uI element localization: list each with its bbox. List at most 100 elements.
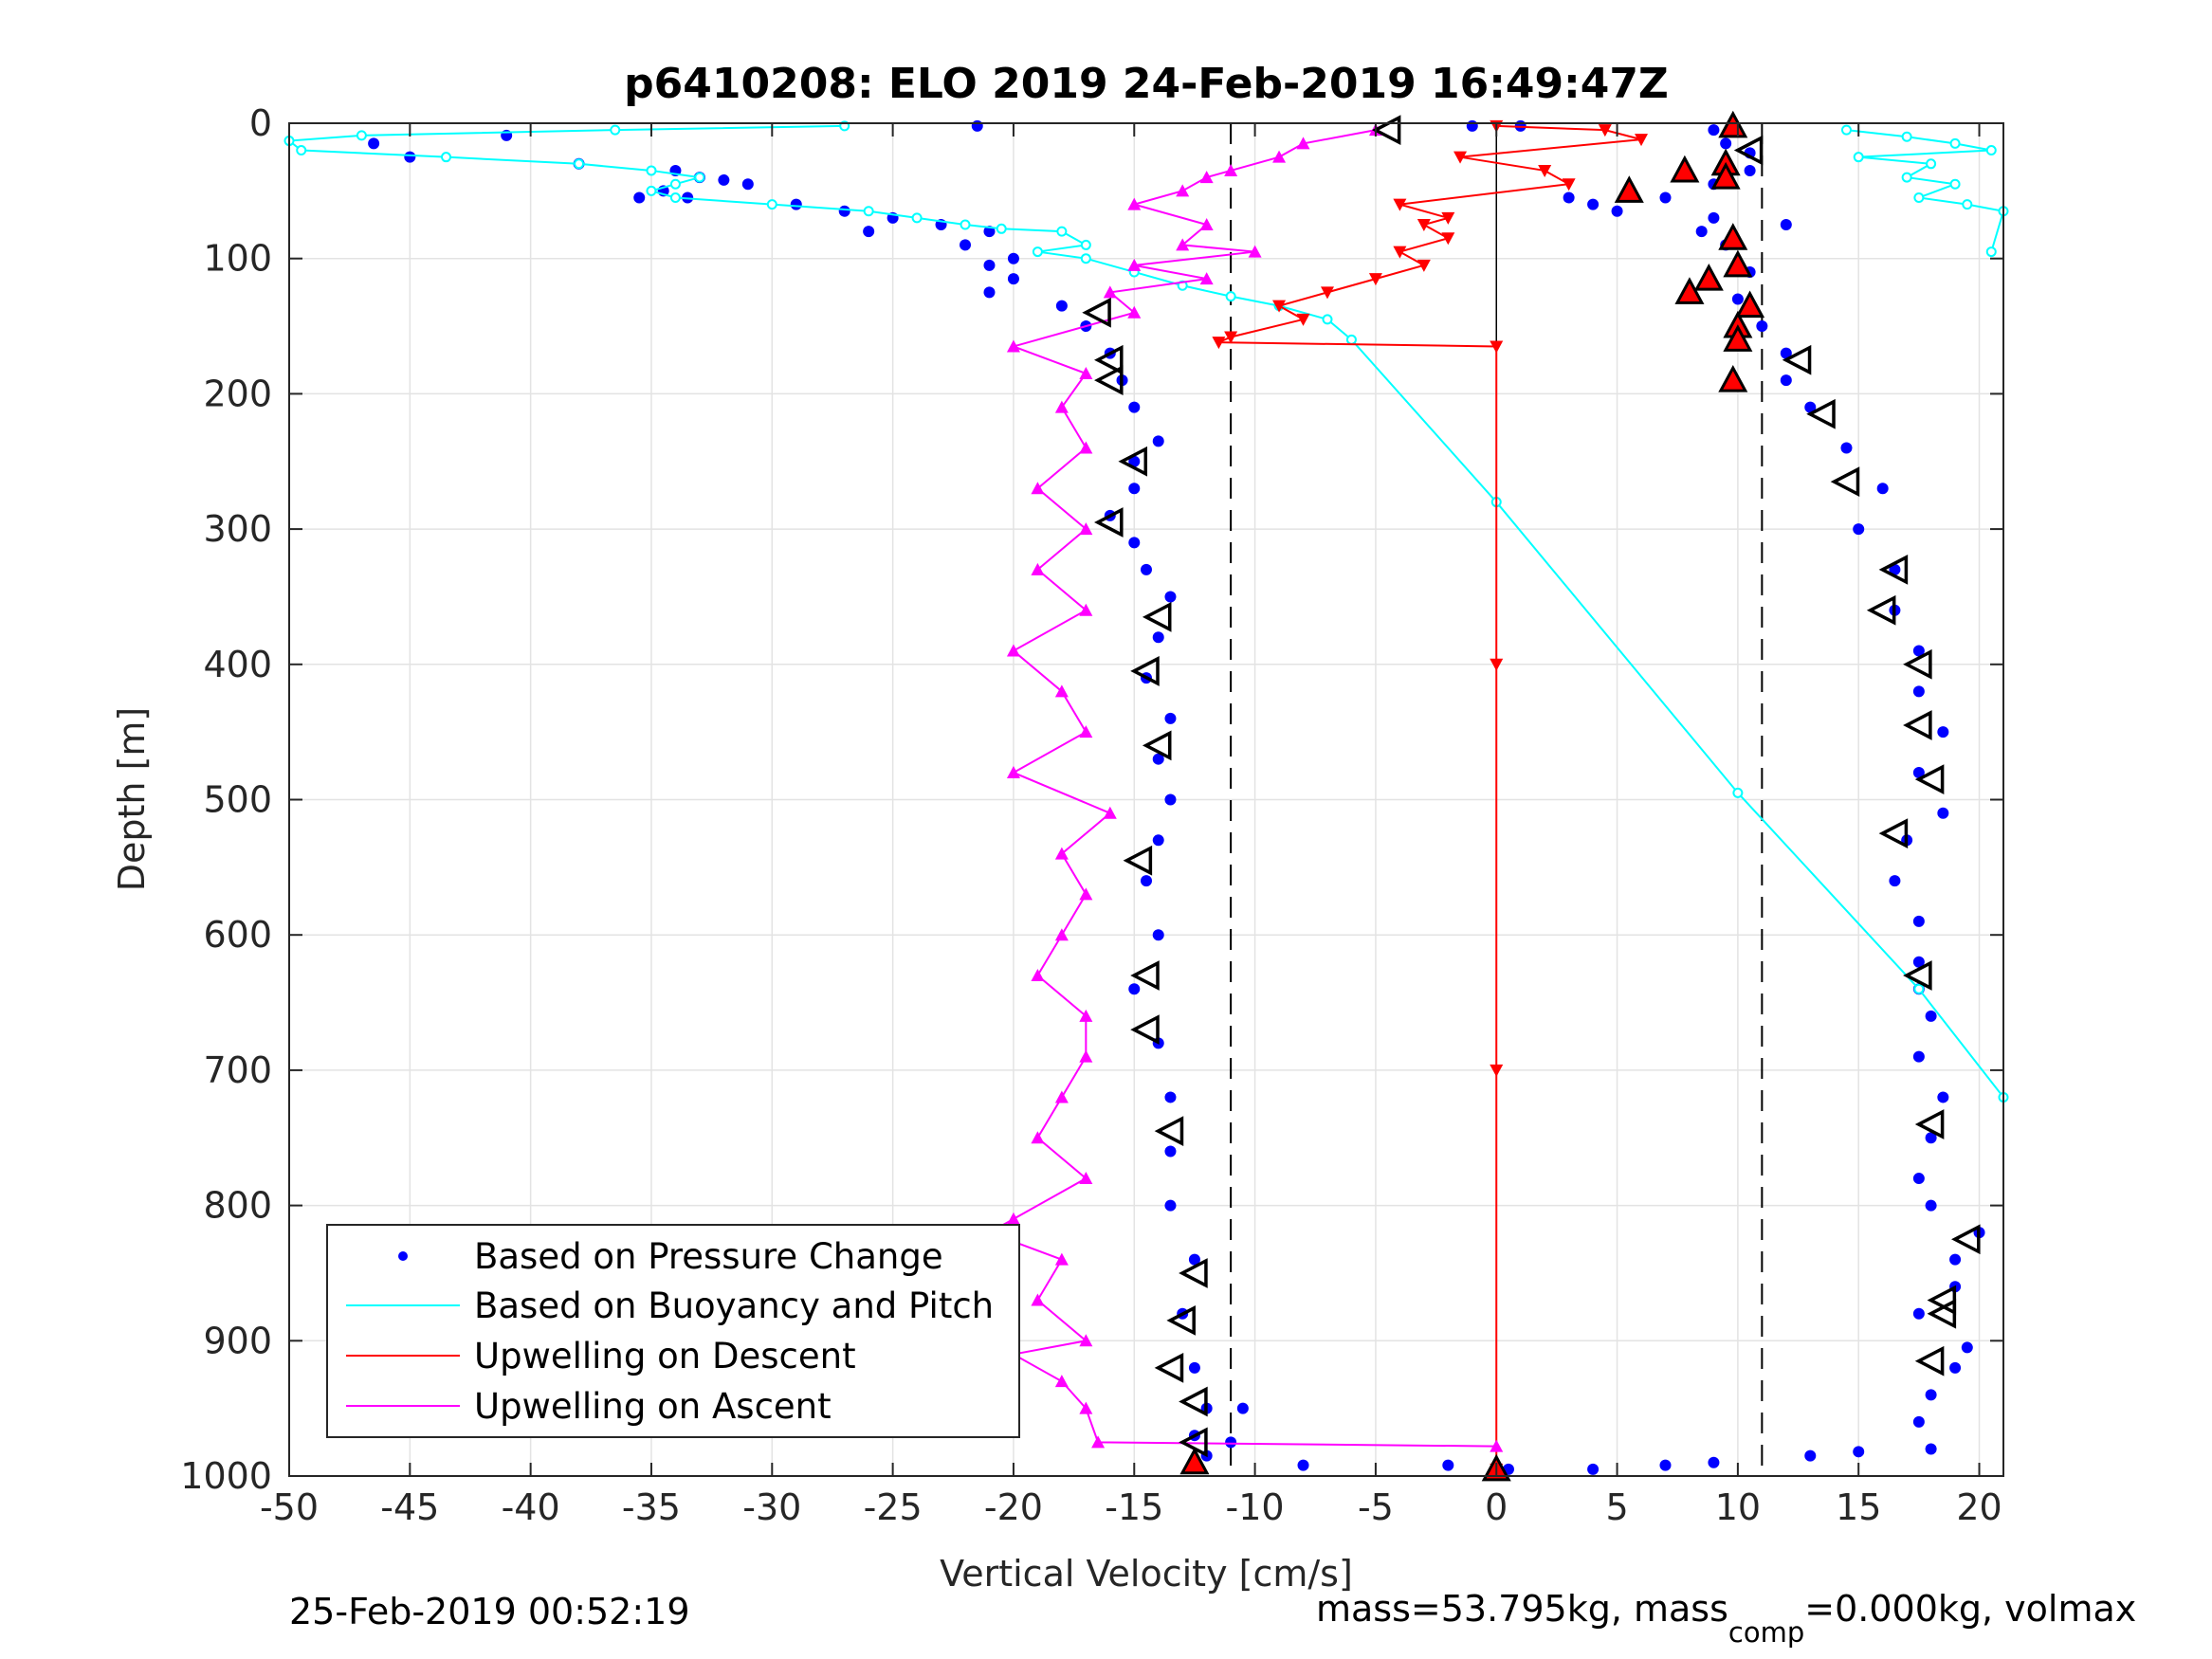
pressure-velocity-point bbox=[1188, 1361, 1200, 1374]
ascent-marker-triangle bbox=[1903, 960, 1932, 991]
pressure-velocity-point bbox=[1925, 1443, 1937, 1455]
ascent-upwelling-point bbox=[1103, 285, 1117, 299]
descent-upwelling-point bbox=[1538, 164, 1552, 177]
ascent-upwelling-point bbox=[1248, 245, 1262, 258]
pressure-velocity-point bbox=[1804, 401, 1817, 413]
buoyancy-velocity-point bbox=[911, 212, 923, 224]
descent-marker-triangle bbox=[1723, 324, 1753, 352]
ascent-marker-triangle bbox=[1903, 710, 1932, 740]
ascent-marker-triangle bbox=[1154, 1352, 1184, 1383]
pressure-velocity-point bbox=[1466, 119, 1478, 132]
pressure-velocity-point bbox=[1128, 483, 1141, 495]
buoyancy-velocity-point bbox=[356, 130, 367, 141]
ascent-upwelling-point bbox=[1176, 238, 1190, 251]
ascent-marker-triangle bbox=[1179, 1386, 1208, 1417]
buoyancy-velocity-point bbox=[1949, 178, 1961, 190]
pressure-velocity-point bbox=[1853, 523, 1865, 536]
buoyancy-velocity-point bbox=[574, 158, 585, 170]
ascent-marker-triangle bbox=[1142, 601, 1172, 632]
pressure-velocity-point bbox=[838, 205, 850, 217]
ascent-upwelling-point bbox=[1054, 847, 1069, 860]
ascent-upwelling-point bbox=[1054, 1375, 1069, 1388]
legend-label-ascent: Upwelling on Ascent bbox=[474, 1386, 832, 1427]
buoyancy-velocity-point bbox=[1080, 239, 1091, 250]
footer-mass-label: mass=53.795kg, mass bbox=[1316, 1588, 1728, 1630]
descent-marker-triangle bbox=[1718, 223, 1748, 250]
pressure-velocity-point bbox=[1756, 320, 1768, 333]
descent-upwelling-point bbox=[1453, 151, 1468, 164]
pressure-velocity-point bbox=[1587, 198, 1600, 210]
pressure-velocity-point bbox=[1780, 347, 1792, 359]
y-tick-label: 200 bbox=[203, 373, 272, 414]
buoyancy-velocity-point bbox=[1840, 124, 1852, 136]
pressure-velocity-point bbox=[404, 151, 416, 163]
ascent-upwelling-point bbox=[1103, 806, 1117, 819]
descent-upwelling-point bbox=[1320, 286, 1334, 300]
pressure-velocity-point bbox=[1297, 1459, 1309, 1471]
buoyancy-velocity-point bbox=[646, 165, 657, 176]
ascent-marker-triangle bbox=[1951, 1224, 1981, 1255]
pressure-velocity-point bbox=[1128, 537, 1141, 549]
pressure-velocity-point bbox=[1961, 1341, 1973, 1354]
pressure-velocity-point bbox=[1164, 591, 1177, 603]
ascent-upwelling-point bbox=[1031, 562, 1045, 575]
pressure-velocity-point bbox=[1853, 1446, 1865, 1458]
ascent-upwelling-point bbox=[1296, 137, 1310, 150]
x-tick-label: -15 bbox=[1105, 1486, 1163, 1528]
buoyancy-velocity-point bbox=[863, 206, 874, 217]
pressure-velocity-point bbox=[1912, 766, 1925, 778]
pressure-velocity-point bbox=[1152, 753, 1164, 765]
buoyancy-velocity-point bbox=[1056, 226, 1068, 237]
pressure-velocity-point bbox=[971, 119, 983, 132]
ascent-marker-triangle bbox=[1130, 1014, 1160, 1045]
descent-marker-triangle bbox=[1718, 364, 1748, 392]
pressure-velocity-point bbox=[1164, 793, 1177, 806]
pressure-velocity-point bbox=[1840, 442, 1853, 454]
pressure-velocity-point bbox=[1912, 1415, 1925, 1428]
y-tick-label: 300 bbox=[203, 508, 272, 550]
ascent-marker-triangle bbox=[1806, 398, 1836, 429]
pressure-velocity-point bbox=[1912, 645, 1925, 657]
pressure-velocity-point bbox=[1744, 164, 1756, 176]
y-tick-label: 0 bbox=[249, 102, 272, 144]
ascent-upwelling-point bbox=[1079, 1009, 1093, 1022]
buoyancy-velocity-point bbox=[1853, 152, 1864, 163]
pressure-velocity-point bbox=[1188, 1253, 1200, 1266]
pressure-velocity-point bbox=[1925, 1132, 1937, 1144]
pressure-velocity-point bbox=[1876, 483, 1889, 495]
descent-upwelling-point bbox=[1417, 259, 1431, 272]
series-group bbox=[1466, 119, 1985, 1455]
x-tick-label: 0 bbox=[1485, 1486, 1508, 1528]
descent-upwelling-point bbox=[1441, 232, 1455, 246]
descent-marker-triangle bbox=[1614, 175, 1644, 203]
pressure-velocity-point bbox=[1128, 455, 1141, 467]
pressure-velocity-point bbox=[1912, 1050, 1925, 1063]
descent-upwelling-point bbox=[1212, 337, 1226, 350]
ascent-marker-triangle bbox=[1082, 297, 1111, 328]
ascent-marker-triangle bbox=[1130, 960, 1160, 991]
pressure-velocity-point bbox=[1925, 1010, 1937, 1022]
pressure-velocity-point bbox=[633, 191, 646, 204]
pressure-velocity-point bbox=[1708, 124, 1720, 137]
buoyancy-velocity-point bbox=[1985, 145, 1997, 156]
ascent-upwelling-point bbox=[1127, 258, 1142, 271]
buoyancy-velocity-point bbox=[669, 178, 681, 190]
ascent-upwelling-point bbox=[1054, 928, 1069, 941]
pressure-velocity-point bbox=[1912, 1173, 1925, 1185]
descent-marker-triangle bbox=[1674, 277, 1705, 304]
descent-upwelling-point bbox=[1296, 313, 1310, 326]
pressure-velocity-point bbox=[1141, 875, 1152, 887]
legend-box bbox=[326, 1224, 1020, 1438]
ascent-upwelling-point bbox=[1490, 1439, 1504, 1452]
legend-label-pressure: Based on Pressure Change bbox=[474, 1236, 943, 1277]
grid bbox=[288, 122, 2003, 1477]
pressure-velocity-point bbox=[368, 137, 380, 150]
ascent-marker-triangle bbox=[1094, 344, 1124, 375]
pressure-velocity-point bbox=[1780, 374, 1792, 387]
y-tick-label: 900 bbox=[203, 1320, 272, 1361]
ascent-upwelling-point bbox=[1199, 171, 1214, 184]
pressure-velocity-point bbox=[790, 198, 802, 210]
ascent-marker-triangle bbox=[1123, 845, 1153, 876]
pressure-velocity-point bbox=[1128, 983, 1141, 995]
ascent-marker-triangle bbox=[1914, 1109, 1945, 1139]
